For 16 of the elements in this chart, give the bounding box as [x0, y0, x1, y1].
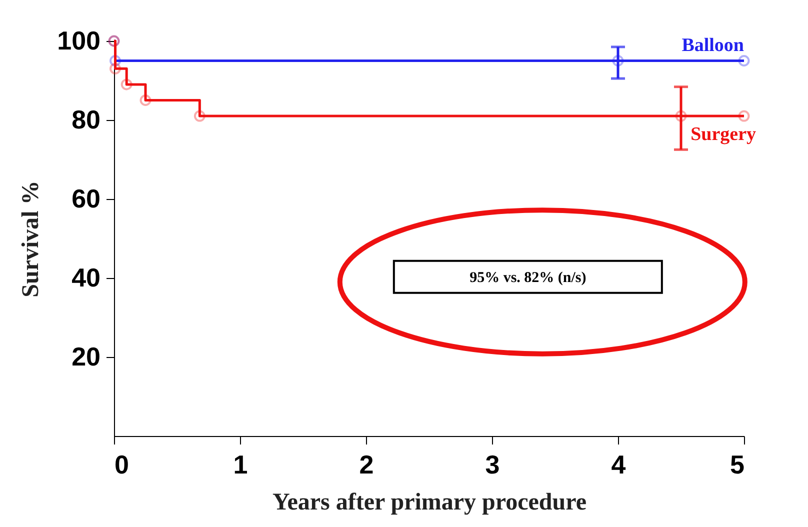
y-axis-title: Survival % — [18, 180, 44, 298]
y-tick-label: 100 — [57, 26, 100, 56]
x-tick-label: 4 — [611, 450, 626, 480]
y-tick-label: 40 — [72, 262, 100, 292]
series-label: Balloon — [682, 34, 744, 56]
x-tick-label: 1 — [233, 450, 248, 480]
x-axis-title: Years after primary procedure — [272, 490, 587, 516]
y-tick-label: 20 — [72, 342, 100, 372]
x-tick-label: 5 — [730, 450, 744, 480]
series-label: Surgery — [690, 124, 756, 146]
annotation: 95% vs. 82% (n/s) — [470, 270, 586, 286]
x-tick-label: 3 — [485, 450, 500, 480]
y-tick-label: 80 — [72, 104, 100, 134]
y-tick-label: 60 — [72, 184, 100, 214]
x-tick-label: 0 — [114, 450, 129, 480]
x-tick-label: 2 — [359, 450, 374, 480]
